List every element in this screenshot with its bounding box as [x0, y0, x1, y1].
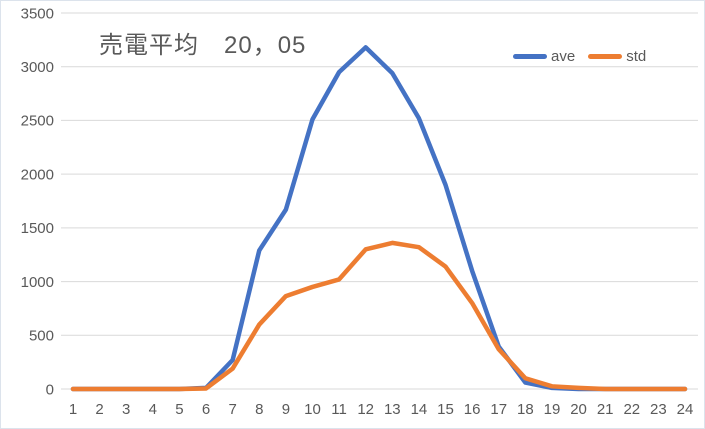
y-tick-label: 1500 — [21, 220, 54, 237]
x-axis-labels: 1 2 3 4 5 6 7 8 9 10 11 12 13 14 15 16 17 18 19 20 21 22 23 24 — [69, 401, 694, 418]
y-tick-label: 1000 — [21, 274, 54, 291]
x-tick-label: 5 — [175, 401, 183, 418]
x-tick-label: 12 — [357, 401, 374, 418]
y-tick-label: 3500 — [21, 5, 54, 22]
y-tick-label: 3000 — [21, 59, 54, 76]
x-tick-label: 23 — [650, 401, 667, 418]
x-tick-label: 21 — [597, 401, 614, 418]
x-tick-label: 13 — [384, 401, 401, 418]
x-tick-label: 9 — [282, 401, 290, 418]
x-tick-label: 2 — [95, 401, 103, 418]
x-tick-label: 1 — [69, 401, 77, 418]
x-tick-label: 15 — [437, 401, 454, 418]
x-tick-label: 7 — [228, 401, 236, 418]
legend-label-std: std — [626, 47, 647, 65]
y-tick-label: 2500 — [21, 113, 54, 130]
y-tick-label: 500 — [29, 328, 54, 345]
gridlines — [61, 12, 698, 390]
legend-item-ave: ave — [513, 49, 575, 64]
x-tick-label: 3 — [122, 401, 130, 418]
x-tick-label: 24 — [677, 401, 694, 418]
x-tick-label: 18 — [517, 401, 534, 418]
x-tick-label: 19 — [544, 401, 561, 418]
ave-line — [70, 45, 688, 392]
x-tick-label: 20 — [570, 401, 587, 418]
x-tick-label: 22 — [623, 401, 640, 418]
legend-item-std: std — [588, 49, 646, 64]
y-tick-label: 0 — [46, 381, 54, 398]
x-tick-label: 10 — [304, 401, 321, 418]
std-line-swatch — [588, 53, 623, 59]
chart-title: 売電平均 20，05 — [99, 32, 307, 59]
legend: ave std — [513, 45, 646, 67]
x-tick-label: 4 — [149, 401, 157, 418]
x-tick-label: 8 — [255, 401, 263, 418]
x-tick-label: 14 — [411, 401, 428, 418]
legend-label-ave: ave — [551, 47, 576, 65]
x-tick-label: 6 — [202, 401, 210, 418]
x-tick-label: 16 — [464, 401, 481, 418]
std-line — [70, 240, 688, 392]
x-tick-label: 17 — [490, 401, 507, 418]
ave-line-swatch — [513, 53, 547, 59]
y-tick-label: 2000 — [21, 166, 54, 183]
x-tick-label: 11 — [331, 401, 347, 418]
series-lines — [70, 45, 688, 392]
y-axis-labels: 0 500 1000 1500 2000 2500 3000 3500 — [21, 5, 54, 398]
